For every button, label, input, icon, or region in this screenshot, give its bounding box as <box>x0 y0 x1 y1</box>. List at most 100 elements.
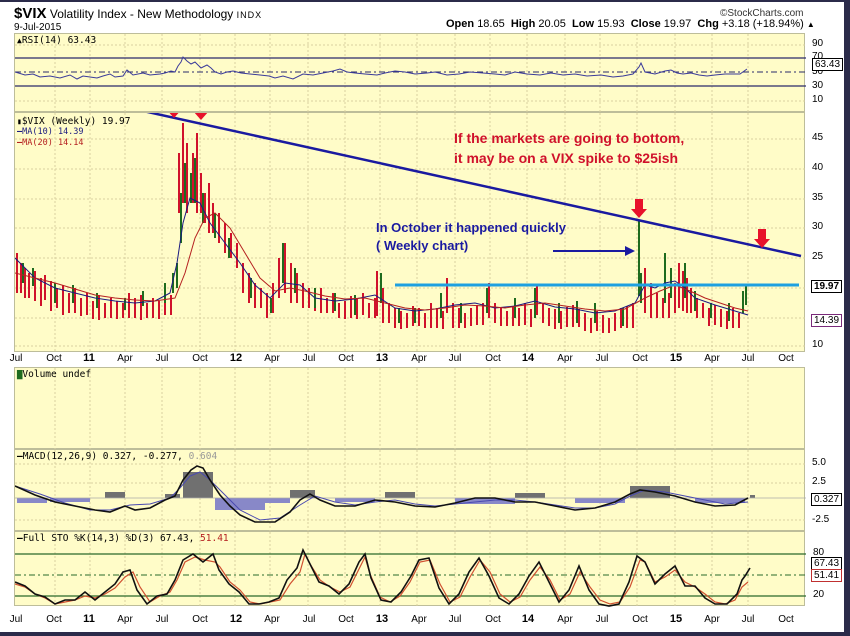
x-label: Oct <box>338 353 354 364</box>
rsi-legend: ▲RSI(14) 63.43 <box>17 35 96 46</box>
arrow-down-icon <box>754 229 770 248</box>
legend-vix: ▮$VIX (Weekly) 19.97 <box>17 116 131 127</box>
close-price-tag: 19.97 <box>811 280 843 293</box>
x-label: Jul <box>302 614 316 625</box>
x-label: Apr <box>411 353 427 364</box>
chart-date: 9-Jul-2015 <box>14 22 62 33</box>
high-label: High <box>510 18 536 30</box>
price-legend: ▮$VIX (Weekly) 19.97 —MA(10) 14.39 —MA(2… <box>17 116 131 149</box>
up-triangle-icon: ▲ <box>806 20 815 29</box>
high-value: 20.05 <box>538 18 566 30</box>
x-label: Jul <box>448 614 462 625</box>
stockcharts-watermark: ©StockCharts.com <box>720 8 804 19</box>
rsi-axis-50: 50 <box>812 66 824 77</box>
x-label: Jul <box>9 614 23 625</box>
window-right-border <box>844 0 850 636</box>
volume-legend: ▇Volume undef <box>17 369 91 380</box>
annotation-blue-line2: ( Weekly chart) <box>376 238 469 253</box>
x-label: Jul <box>741 614 755 625</box>
sto-d-label: 51.41 <box>200 533 229 544</box>
legend-vix-label: $VIX (Weekly) 19.97 <box>21 116 131 127</box>
macd-legend: —MACD(12,26,9) 0.327, -0.277, 0.604 <box>17 451 217 462</box>
x-label: Oct <box>778 614 794 625</box>
arrow-down-icon <box>169 113 179 118</box>
macd-hist-label: 0.604 <box>188 451 218 462</box>
annotation-red: If the markets are going to bottom, it m… <box>454 128 684 168</box>
rsi-panel: ▲RSI(14) 63.43 <box>14 33 806 113</box>
low-value: 15.93 <box>597 18 625 30</box>
rsi-value-tag: 63.43 <box>812 58 844 71</box>
price-plot <box>15 113 806 353</box>
window-bottom-border <box>0 632 850 636</box>
annotation-red-line1: If the markets are going to bottom, <box>454 130 685 146</box>
ohlc-summary: Open 18.65 High 20.05 Low 15.93 Close 19… <box>446 18 815 30</box>
x-label: Apr <box>264 353 280 364</box>
x-label-year: 11 <box>83 352 95 364</box>
macd-axis-2-5: 2.5 <box>812 476 826 487</box>
arrow-down-icon <box>631 199 647 218</box>
x-label: Apr <box>704 614 720 625</box>
price-axis-10: 10 <box>812 339 824 350</box>
x-label: Jul <box>595 353 609 364</box>
chg-label: Chg <box>697 18 719 30</box>
annotation-blue: In October it happened quickly ( Weekly … <box>376 219 566 255</box>
x-label: Apr <box>117 614 133 625</box>
mountain-icon: ▲ <box>17 36 22 45</box>
x-label-year: 12 <box>229 613 243 625</box>
x-label: Oct <box>338 614 354 625</box>
symbol: $VIX <box>14 5 47 22</box>
x-label: Oct <box>46 353 62 364</box>
price-axis-30: 30 <box>812 221 824 232</box>
close-value: 19.97 <box>663 18 692 30</box>
x-label-year: 14 <box>521 352 535 364</box>
legend-ma20: —MA(20) 14.14 <box>17 138 131 149</box>
x-label: Jul <box>741 353 755 364</box>
x-label: Oct <box>485 614 501 625</box>
x-label: Jul <box>155 353 169 364</box>
price-panel: ▮$VIX (Weekly) 19.97 —MA(10) 14.39 —MA(2… <box>14 112 806 353</box>
close-label: Close <box>630 18 661 30</box>
x-label: Jul <box>9 353 23 364</box>
low-label: Low <box>572 18 595 30</box>
annotation-red-line2: it may be on a VIX spike to $25ish <box>454 150 679 166</box>
volume-panel: ▇Volume undef <box>14 367 805 450</box>
x-label: Oct <box>192 614 208 625</box>
x-label-year: 14 <box>521 613 535 625</box>
x-label: Jul <box>155 614 169 625</box>
x-label-year: 15 <box>669 352 683 364</box>
macd-axis-neg-2-5: -2.5 <box>812 514 830 525</box>
x-label: Oct <box>632 353 648 364</box>
candlestick-icon: ▮ <box>17 117 22 126</box>
rsi-plot <box>15 34 806 113</box>
stochastic-panel: —Full STO %K(14,3) %D(3) 67.43, 51.41 <box>14 531 806 607</box>
x-label: Apr <box>411 614 427 625</box>
volume-label: Volume undef <box>22 369 92 380</box>
exchange: INDX <box>236 10 263 20</box>
x-label: Oct <box>485 353 501 364</box>
x-label: Apr <box>117 353 133 364</box>
x-label: Apr <box>557 353 573 364</box>
open-value: 18.65 <box>477 18 505 30</box>
sto-axis-20: 20 <box>813 589 825 600</box>
rsi-label: RSI(14) 63.43 <box>21 35 97 46</box>
x-label-year: 11 <box>83 613 95 625</box>
volume-grid <box>54 368 749 450</box>
price-axis-45: 45 <box>812 132 824 143</box>
legend-ma10: —MA(10) 14.39 <box>17 127 131 138</box>
x-label-year: 13 <box>375 352 389 364</box>
arrow-right-icon <box>625 246 635 256</box>
rsi-axis-70: 70 <box>812 51 824 62</box>
x-label-year: 15 <box>669 613 683 625</box>
sto-d-tag: 51.41 <box>811 569 843 582</box>
x-label: Apr <box>557 614 573 625</box>
window-top-border <box>0 0 850 2</box>
price-axis-40: 40 <box>812 162 824 173</box>
open-label: Open <box>446 18 475 30</box>
macd-axis-5: 5.0 <box>812 457 826 468</box>
annotation-blue-line1: In October it happened quickly <box>376 220 566 235</box>
price-axis-25: 25 <box>812 251 824 262</box>
macd-value-tag: 0.327 <box>811 493 843 506</box>
chg-value: +3.18 (+18.94%) <box>721 18 804 30</box>
line-swatch-icon: — <box>17 451 23 462</box>
sto-label: Full STO %K(14,3) %D(3) 67.43, <box>22 533 201 544</box>
